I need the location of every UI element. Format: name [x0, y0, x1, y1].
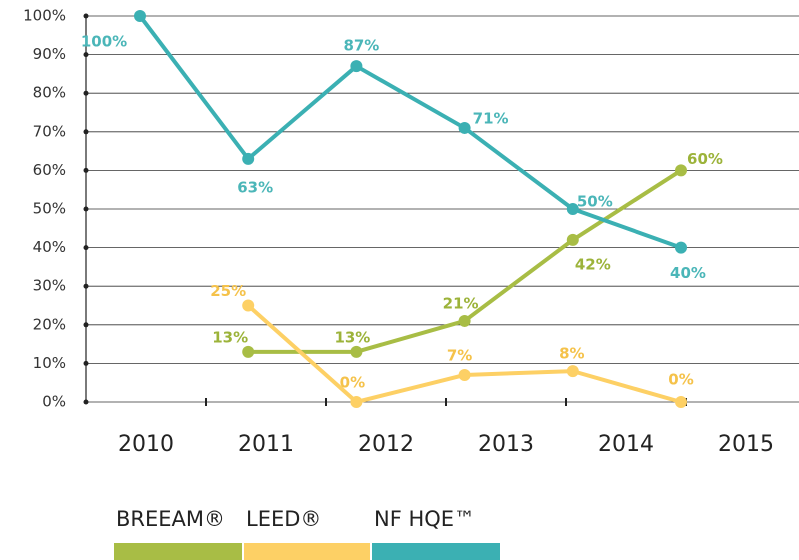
- y-tick-label: 20%: [33, 315, 66, 333]
- data-label: 87%: [343, 37, 379, 55]
- data-label: 21%: [443, 294, 479, 312]
- data-label: 50%: [577, 193, 613, 211]
- point: [566, 365, 579, 378]
- data-label: 60%: [687, 150, 723, 168]
- data-label: 40%: [670, 264, 706, 282]
- data-label: 71%: [473, 109, 509, 127]
- point: [134, 10, 146, 22]
- legend-swatch: [114, 543, 242, 560]
- y-tick-label: 0%: [42, 393, 66, 411]
- point: [675, 164, 687, 177]
- point: [350, 345, 363, 358]
- legend-label: BREEAM®: [116, 507, 225, 531]
- data-label: 8%: [559, 345, 584, 363]
- point: [566, 203, 579, 215]
- y-tick-label: 70%: [33, 122, 66, 140]
- y-tick-label: 30%: [33, 277, 66, 295]
- y-tick-label: 50%: [33, 200, 66, 218]
- point: [242, 345, 255, 358]
- legend-label: LEED®: [246, 507, 321, 531]
- data-label: 0%: [668, 371, 693, 389]
- x-tick-label: 2015: [718, 432, 774, 457]
- data-label: 42%: [575, 255, 611, 273]
- y-tick-label: 100%: [23, 7, 66, 25]
- point: [566, 233, 579, 246]
- data-label: 0%: [340, 374, 365, 392]
- x-tick-label: 2013: [478, 432, 534, 457]
- point: [458, 368, 471, 381]
- data-label: 7%: [447, 346, 472, 364]
- point: [350, 60, 363, 73]
- data-label: 63%: [237, 178, 273, 196]
- data-label: 100%: [81, 33, 127, 51]
- legend-label: NF HQE™: [374, 507, 475, 531]
- point: [242, 299, 255, 312]
- point: [675, 396, 687, 408]
- data-label: 25%: [210, 282, 246, 300]
- y-tick-label: 80%: [33, 84, 66, 102]
- x-tick-label: 2012: [358, 432, 414, 457]
- point: [350, 396, 363, 408]
- point: [242, 152, 255, 165]
- point: [675, 241, 687, 254]
- x-tick-label: 2010: [118, 432, 174, 457]
- y-tick-label: 40%: [33, 238, 66, 256]
- legend-swatch: [372, 543, 500, 560]
- y-tick-label: 10%: [33, 354, 66, 372]
- x-tick-label: 2014: [598, 432, 654, 457]
- legend-swatch: [244, 543, 370, 560]
- data-label: 13%: [334, 328, 370, 346]
- point: [458, 314, 471, 327]
- series-line: [138, 14, 682, 250]
- point: [458, 121, 471, 134]
- data-label: 13%: [212, 328, 248, 346]
- y-tick-label: 90%: [33, 45, 66, 63]
- x-tick-label: 2011: [238, 432, 294, 457]
- y-tick-label: 60%: [33, 161, 66, 179]
